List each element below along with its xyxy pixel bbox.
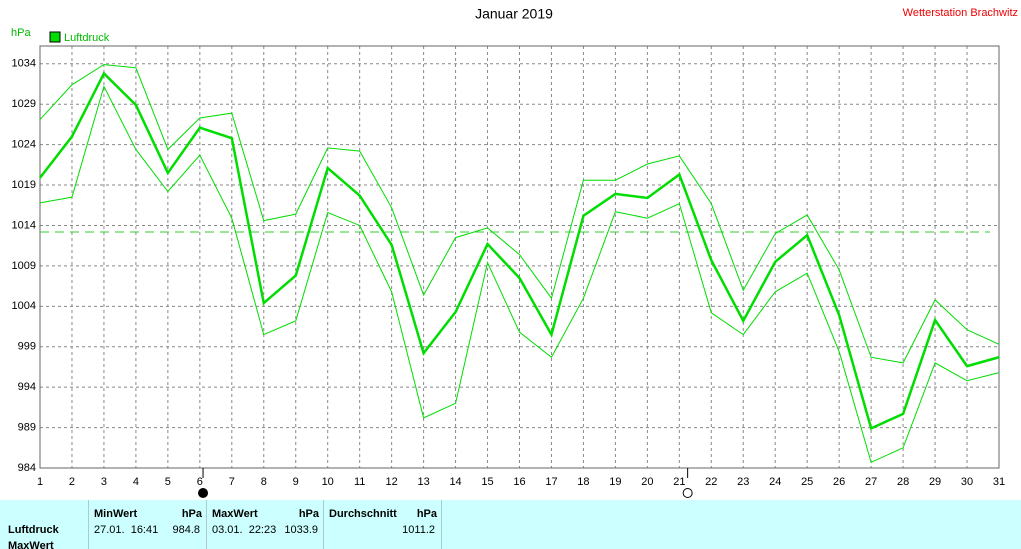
x-tick-label: 21 [673,476,685,488]
table-cell: 1011.2 [402,524,435,536]
table-cell: hPa [298,508,319,520]
x-tick-label: 3 [101,476,107,488]
chart: Januar 2019 Wetterstation Brachwitz hPa … [11,6,1018,498]
y-tick-label: 1029 [12,98,36,110]
column-divider [323,500,324,549]
x-tick-label: 26 [833,476,845,488]
column-divider [441,500,442,549]
x-tick-label: 11 [354,476,365,488]
x-tick-label: 17 [545,476,557,488]
table-cell: hPa [181,508,202,520]
y-tick-label: 989 [18,421,36,433]
table-cell: MinWert [94,508,138,520]
column-divider [88,500,89,549]
table-cell: 27.01. 16:41 [94,524,159,536]
upper-line [39,64,1000,364]
marker [198,488,209,498]
table-cell: hPa [416,508,437,520]
x-tick-label: 22 [705,476,717,488]
lower-line [39,85,1000,464]
x-tick-label: 8 [261,476,267,488]
table-cell: 03.01. 22:23 [212,524,277,536]
table-cell: MaxWert [212,508,258,520]
table-cell: 984.8 [172,524,200,536]
table-cell: 1033.9 [284,524,318,536]
table-cell: Durchschnitt [329,508,397,520]
x-tick-label: 4 [133,476,139,488]
series-line [39,71,1000,431]
plot-border [39,45,1000,469]
y-tick-label: 984 [18,462,36,474]
y-tick-label: 1009 [12,260,36,272]
y-tick-label: 1024 [12,139,36,151]
x-tick-label: 2 [69,476,75,488]
x-tick-label: 5 [165,476,171,488]
legend-label: Luftdruck [64,32,110,44]
table-cell: Luftdruck [8,524,59,536]
x-tick-label: 6 [197,476,203,488]
x-tick-label: 15 [481,476,493,488]
y-tick-label: 999 [18,341,36,353]
x-tick-label: 31 [993,476,1005,488]
column-divider [206,500,207,549]
x-tick-label: 24 [769,476,781,488]
y-unit: hPa [11,27,31,39]
marker [682,488,693,498]
y-tick-label: 1004 [12,300,36,312]
x-tick-label: 9 [293,476,299,488]
x-tick-label: 19 [609,476,621,488]
x-tick-label: 20 [641,476,653,488]
x-tick-label: 1 [37,476,43,488]
y-tick-label: 1019 [12,179,36,191]
station-name: Wetterstation Brachwitz [903,7,1018,19]
x-tick-label: 10 [322,476,334,488]
x-tick-label: 12 [386,476,398,488]
x-tick-label: 13 [417,476,429,488]
y-tick-label: 1034 [12,58,36,70]
table-cell: MaxWert [8,540,54,549]
x-tick-label: 29 [929,476,941,488]
x-tick-label: 18 [577,476,589,488]
legend-swatch [49,31,61,43]
summary-table: MinWert hPa MaxWert hPa Durchschnitt hPa Luftd… [0,500,1021,549]
y-tick-label: 994 [18,381,36,393]
x-tick-label: 25 [801,476,813,488]
x-tick-label: 30 [961,476,973,488]
x-tick-label: 7 [229,476,235,488]
x-tick-label: 27 [865,476,877,488]
x-tick-label: 16 [513,476,525,488]
y-tick-label: 1014 [12,219,36,231]
x-tick-label: 28 [897,476,909,488]
x-tick-label: 14 [449,476,461,488]
chart-title: Januar 2019 [475,6,553,22]
x-tick-label: 23 [737,476,749,488]
